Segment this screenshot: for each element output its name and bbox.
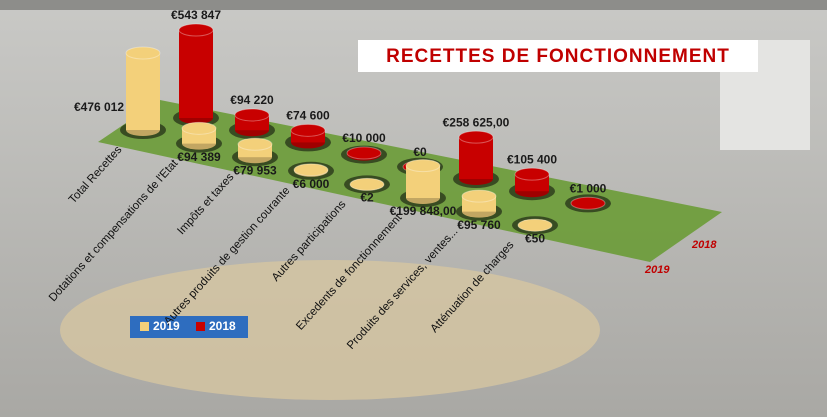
cylinder-top — [570, 196, 606, 210]
value-label: €74 600 — [286, 109, 330, 123]
cylinder-top — [405, 159, 441, 173]
cylinder-top — [514, 167, 550, 181]
value-label: €94 220 — [230, 93, 274, 107]
cylinder-top — [125, 46, 161, 60]
cylinder-top — [346, 146, 382, 160]
legend-label: 2019 — [153, 319, 180, 333]
legend-label: 2018 — [209, 319, 236, 333]
cylinder-top — [458, 130, 494, 144]
value-label: €1 000 — [570, 181, 607, 195]
cylinder-top — [293, 163, 329, 177]
legend-swatch — [196, 322, 205, 331]
value-label: €199 848,00 — [390, 204, 457, 218]
value-label: €0 — [413, 145, 427, 159]
chart-title: RECETTES DE FONCTIONNEMENT — [386, 46, 730, 67]
value-label: €258 625,00 — [443, 115, 510, 129]
cylinder-top — [517, 218, 553, 232]
value-label: €105 400 — [507, 152, 557, 166]
cylinder-top — [178, 23, 214, 37]
value-label: €79 953 — [233, 163, 277, 177]
table — [60, 260, 600, 400]
cylinder-top — [234, 108, 270, 122]
top-band — [0, 0, 827, 10]
value-label: €476 012 — [74, 100, 124, 114]
cylinder-top — [237, 137, 273, 151]
value-label: €543 847 — [171, 8, 221, 22]
value-label: €95 760 — [457, 218, 501, 232]
legend-swatch — [140, 322, 149, 331]
cylinder-body — [126, 52, 160, 130]
cylinder-body — [459, 137, 493, 179]
value-label: €94 389 — [177, 150, 221, 164]
cylinder-top — [290, 123, 326, 137]
legend-box — [130, 316, 248, 338]
cylinder-top — [461, 189, 497, 203]
value-label: €6 000 — [293, 177, 330, 191]
cylinder-top — [349, 177, 385, 191]
cylinder-top — [181, 121, 217, 135]
value-label: €2 — [360, 191, 374, 205]
value-label: €50 — [525, 231, 545, 245]
cylinder-body — [179, 30, 213, 118]
value-label: €10 000 — [342, 131, 386, 145]
depth-label: 2018 — [691, 239, 717, 251]
depth-label: 2019 — [644, 264, 670, 276]
title-box — [358, 40, 758, 72]
